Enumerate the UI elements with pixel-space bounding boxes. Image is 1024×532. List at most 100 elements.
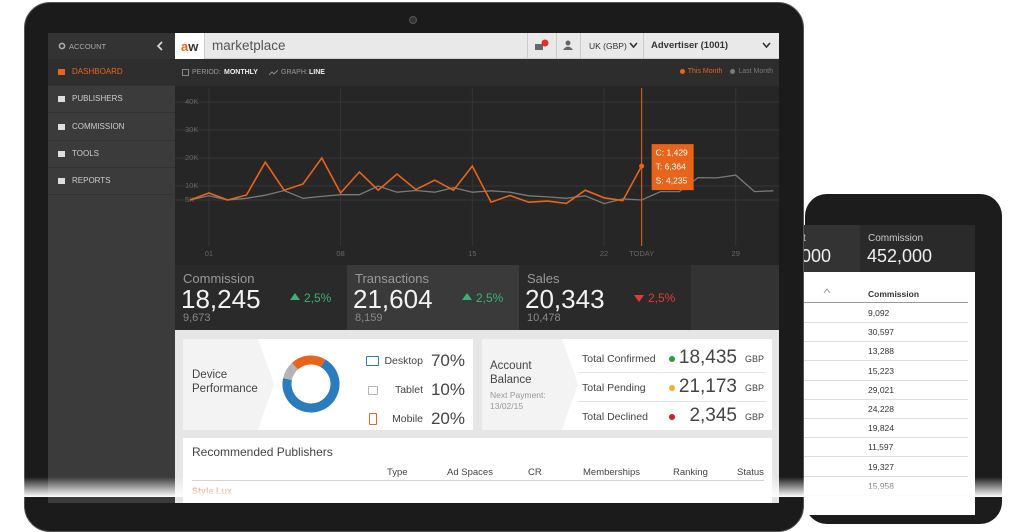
logo-box (175, 33, 205, 59)
stats-row: Commission 18,245 9,673 2,5% Transactions 21,… (175, 265, 779, 330)
tablet-cell: 19,824 (868, 423, 894, 434)
tablet-value: 452,000 (867, 246, 933, 266)
legend-swatch (679, 69, 685, 74)
tablet-header-rule (800, 302, 968, 303)
sidebar-header (48, 33, 175, 59)
sidebar-label[interactable]: DASHBOARD (72, 67, 123, 76)
toolbar: PERIOD: MONTHLY GRAPH: LINE This Month La… (175, 59, 779, 86)
stat-change: 2,5% (648, 291, 676, 305)
row-rule (800, 360, 968, 362)
dropdown-icon[interactable] (629, 42, 638, 49)
donut-chart (282, 355, 340, 413)
calendar-icon (182, 69, 189, 76)
balance-currency: GBP (745, 354, 765, 364)
stat-label: Commission (183, 271, 255, 286)
tooltip-text: C: 1,429 (656, 147, 688, 157)
device-icon (366, 356, 379, 366)
legend-item: This Month (679, 68, 722, 75)
period-value[interactable]: MONTHLY (224, 69, 258, 76)
tablet-cell: 13,288 (868, 346, 894, 357)
tablet-cell: 19,327 (868, 461, 894, 472)
x-tick-label: TODAY (629, 249, 654, 258)
gear-icon (58, 42, 66, 50)
tablet-cell: 30,597 (868, 327, 894, 338)
currency-select[interactable]: UK (GBP) (589, 41, 627, 51)
balance-amount: 21,173 (678, 376, 737, 397)
tablet-left-label: t (803, 233, 806, 244)
balance-label: Total Declined (582, 411, 648, 423)
status-dot (669, 385, 675, 391)
tablet-cell: 15,223 (868, 365, 894, 376)
x-tick-label: 01 (205, 249, 213, 258)
legend: This Month Last Month (679, 68, 773, 75)
sidebar-item (48, 168, 175, 196)
notification-icon[interactable] (534, 39, 550, 53)
series-line (189, 156, 643, 205)
tablet-cell: 11,597 (868, 442, 894, 453)
column-header: CR (528, 467, 542, 478)
device-share: 70% (430, 351, 465, 370)
row-rule (800, 475, 968, 477)
sidebar-item (48, 141, 175, 168)
column-header: Memberships (583, 467, 641, 478)
device-share: 20% (430, 409, 465, 428)
sidebar-label[interactable]: PUBLISHERS (72, 94, 123, 104)
sidebar-label[interactable]: COMMISSION (72, 121, 125, 131)
balance-label: Total Confirmed (582, 353, 656, 365)
dropdown-icon[interactable] (762, 42, 771, 49)
y-tick-label: 5K (185, 195, 194, 204)
balance-amount: 18,435 (678, 347, 737, 368)
card-chevron (562, 339, 578, 429)
sidebar-header-text: ACCOUNT (69, 42, 107, 51)
row-rule (800, 322, 968, 323)
row-rule (800, 379, 968, 381)
donut-segment (291, 355, 326, 370)
tooltip-text: S: 4,235 (656, 175, 688, 185)
tablet-left-value: 000 (801, 246, 832, 266)
arrow-up (290, 293, 300, 300)
stat-highlight (347, 265, 519, 330)
column-header: Type (387, 467, 408, 478)
tablet-cell: 29,021 (868, 384, 894, 395)
device-label: Tablet (394, 384, 423, 396)
stat-value: 20,343 (525, 284, 605, 314)
divider (643, 33, 644, 59)
stat-value: 21,604 (353, 284, 433, 314)
column-header: Ad Spaces (447, 467, 493, 478)
device-icon (367, 385, 378, 395)
period-label: PERIOD: (192, 69, 221, 76)
legend-label: Last Month (738, 68, 773, 75)
card-side (183, 339, 258, 430)
graph-value[interactable]: LINE (309, 69, 325, 76)
divider (580, 33, 581, 59)
legend-swatch (730, 69, 736, 74)
bottom-fade (0, 477, 1024, 497)
balance-currency: GBP (745, 412, 765, 422)
sidebar-icon (58, 69, 65, 75)
sidebar-icon (58, 150, 65, 157)
account-select[interactable]: Advertiser (1001) (651, 40, 729, 51)
sidebar-label[interactable]: TOOLS (72, 148, 99, 158)
graph-label: GRAPH: (281, 69, 308, 76)
user-icon[interactable] (563, 40, 573, 51)
sidebar-icon (58, 178, 65, 185)
sidebar-label[interactable]: REPORTS (72, 176, 111, 186)
sidebar: ACCOUNT DASHBOARD PUBLISHERS COMMISSION TOO… (48, 33, 175, 503)
stat-label: Transactions (355, 271, 429, 286)
highlight-point (639, 163, 645, 169)
stat-change: 2,5% (304, 291, 332, 305)
arrow-up (462, 293, 472, 300)
row-rule (800, 418, 968, 419)
line-chart: 5K 10K 20K 30K 40K 01 08 15 22 TODAY 29 C: 1,429 T: … (175, 86, 779, 265)
y-tick-label: 10K (185, 181, 198, 190)
device-share: 10% (430, 380, 465, 399)
x-tick-label: 15 (468, 249, 476, 258)
status-dot (669, 414, 675, 420)
next-payment-label: Next Payment: (490, 390, 546, 400)
row-rule (800, 341, 968, 343)
x-tick-label: 22 (600, 249, 608, 258)
screen: ACCOUNT DASHBOARD PUBLISHERS COMMISSION TOO… (48, 33, 779, 503)
row-rule (800, 398, 968, 400)
donut-segment (283, 362, 299, 381)
collapse-icon[interactable] (156, 41, 164, 51)
